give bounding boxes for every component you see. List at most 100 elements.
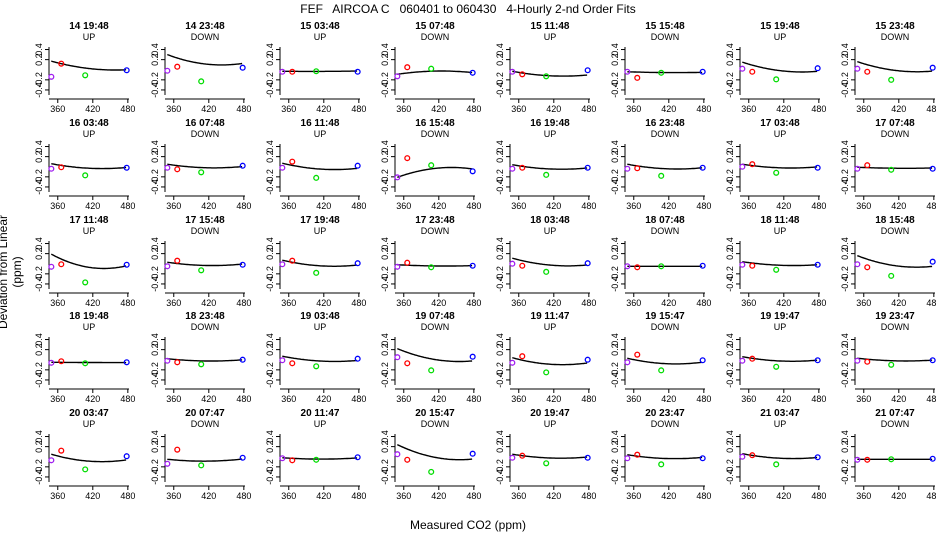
y-tick-label: 0.4 [495, 43, 505, 56]
y-tick-label: 0.2 [840, 53, 850, 66]
y-tick-label: -0.2 [380, 72, 390, 88]
data-point [313, 68, 320, 75]
x-tick-label: 480 [236, 104, 251, 114]
data-point [164, 263, 171, 270]
data-point [543, 73, 550, 80]
x-tick-label: 360 [281, 491, 296, 501]
data-point [289, 68, 296, 75]
y-tick-label: 0.4 [495, 430, 505, 443]
y-tick-label: 0.2 [34, 247, 44, 260]
x-tick-label: 360 [511, 491, 526, 501]
y-tick-label: 0.2 [610, 247, 620, 260]
data-point [929, 258, 936, 265]
panel-title: 17 07:48 [875, 118, 915, 129]
data-point [929, 455, 936, 462]
y-tick-label: 0.4 [725, 237, 735, 250]
y-tick-label: 0.2 [725, 247, 735, 260]
data-point [469, 450, 476, 457]
data-point [354, 260, 361, 267]
panel-direction: UP [83, 226, 96, 236]
panel-title: 18 19:48 [69, 311, 109, 322]
panel-title: 16 23:48 [645, 118, 685, 129]
data-point [174, 446, 181, 453]
y-tick-label: 0.4 [725, 333, 735, 346]
data-point [749, 262, 756, 269]
data-point [854, 165, 861, 172]
data-point [239, 64, 246, 71]
y-tick-label: -0.4 [34, 469, 44, 485]
panel-direction: DOWN [651, 226, 680, 236]
data-point [428, 65, 435, 72]
fit-curve [397, 70, 473, 75]
x-tick-label: 420 [776, 104, 791, 114]
y-tick-label: 0.4 [380, 237, 390, 250]
data-point [888, 76, 895, 83]
y-tick-label: -0.4 [380, 276, 390, 292]
y-tick-label: -0.2 [610, 459, 620, 475]
y-tick-label: 0.4 [725, 140, 735, 153]
x-tick-label: 420 [891, 394, 906, 404]
x-tick-label: 360 [396, 491, 411, 501]
data-point [929, 357, 936, 364]
data-point [658, 461, 665, 468]
y-tick-label: 0.4 [380, 140, 390, 153]
fit-curve [397, 166, 473, 178]
y-tick-label: 0.4 [34, 333, 44, 346]
y-tick-label: 0.4 [840, 140, 850, 153]
x-tick-label: 480 [811, 298, 826, 308]
data-point [624, 263, 631, 270]
y-tick-label: 0.2 [34, 53, 44, 66]
data-point [658, 367, 665, 374]
data-point [739, 261, 746, 268]
data-point [469, 353, 476, 360]
x-tick-label: 480 [120, 298, 135, 308]
y-tick-label: 0.4 [610, 430, 620, 443]
fit-curve [857, 61, 933, 73]
x-tick-label: 420 [891, 104, 906, 114]
panel-direction: DOWN [881, 32, 910, 42]
data-point [658, 263, 665, 270]
panel-direction: DOWN [881, 419, 910, 429]
data-point [313, 363, 320, 370]
x-tick-label: 360 [281, 394, 296, 404]
data-point [929, 165, 936, 172]
x-tick-label: 420 [661, 201, 676, 211]
data-point [58, 358, 65, 365]
x-tick-label: 480 [696, 491, 711, 501]
y-tick-label: 0.2 [265, 247, 275, 260]
panel-title: 15 15:48 [645, 21, 685, 32]
y-tick-label: 0.2 [150, 343, 160, 356]
y-tick-label: -0.2 [150, 169, 160, 185]
x-tick-label: 480 [236, 394, 251, 404]
x-tick-label: 360 [511, 394, 526, 404]
panel-direction: UP [544, 129, 557, 139]
y-tick-label: 0.4 [34, 43, 44, 56]
x-tick-label: 420 [776, 201, 791, 211]
y-tick-label: -0.2 [840, 266, 850, 282]
y-tick-label: -0.4 [265, 276, 275, 292]
data-point [854, 261, 861, 268]
panel-title: 16 03:48 [69, 118, 109, 129]
y-tick-label: 0.4 [840, 333, 850, 346]
y-tick-label: 0.2 [725, 150, 735, 163]
data-point [313, 174, 320, 181]
data-point [699, 262, 706, 269]
data-point [123, 359, 130, 366]
y-tick-label: -0.2 [150, 362, 160, 378]
y-tick-label: -0.2 [840, 362, 850, 378]
y-tick-label: -0.2 [150, 459, 160, 475]
x-tick-label: 420 [201, 104, 216, 114]
y-tick-label: -0.2 [380, 169, 390, 185]
data-point [814, 357, 821, 364]
y-tick-label: 0.2 [150, 440, 160, 453]
panel-title: 20 07:47 [185, 408, 225, 419]
data-point [749, 452, 756, 459]
y-tick-label: 0.2 [380, 247, 390, 260]
data-point [584, 356, 591, 363]
x-tick-label: 420 [201, 298, 216, 308]
